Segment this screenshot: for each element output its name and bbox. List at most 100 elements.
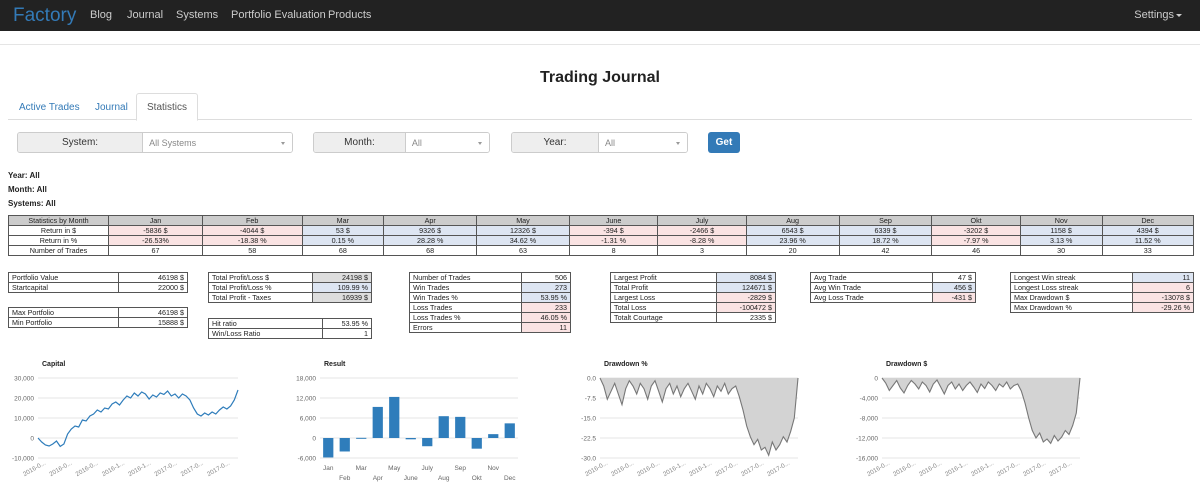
stat-value: 16939 $ [312,292,372,303]
table-header-month: Mar [301,215,385,226]
table-cell: -18.38 % [201,235,303,246]
table-cell: 23.96 % [745,235,840,246]
bar [422,438,433,447]
nav-link-portfolio-evaluation[interactable]: Portfolio Evaluation [231,9,326,21]
month-select-value: All [411,137,422,148]
bar [438,416,449,438]
tab-bar: Active Trades Journal Statistics [8,93,1192,121]
table-row: Total Loss -100472 $ [610,302,776,313]
table-cell: -26.53% [108,235,203,246]
x-tick-label: Okt [472,475,482,482]
stat-value: 53.95 % [322,318,372,329]
system-filter: System: All Systems [17,132,293,153]
stat-label: Loss Trades [409,302,522,313]
y-tick-label: 0.0 [587,376,596,383]
table-header-month: Nov [1019,215,1103,226]
table-header-month: June [568,215,659,226]
table-cell: 34.62 % [476,235,570,246]
stat-value: 2335 $ [716,312,776,323]
table-row: Largest Profit 8084 $ [610,272,776,283]
tab-active-trades[interactable]: Active Trades [19,102,80,113]
stat-value: 46.05 % [521,312,571,323]
y-tick-label: 10,000 [14,416,34,423]
stat-value: -13078 $ [1132,292,1194,303]
table-cell: 6543 $ [745,225,840,236]
table-row: Win/Loss Ratio 1 [208,328,372,339]
stat-value: 53.95 % [521,292,571,303]
stat-value: 24198 $ [312,272,372,283]
stat-value: 11 [1132,272,1194,283]
table-row: Largest Loss -2829 $ [610,292,776,303]
stat-label: Startcapital [8,282,119,293]
nav-link-products[interactable]: Products [328,9,372,21]
table-row: Win Trades % 53.95 % [409,292,571,303]
row-label: Return in $ [8,225,109,236]
y-tick-label: -12,000 [856,436,878,443]
brand-logo[interactable]: Factory [13,5,77,26]
stat-label: Win/Loss Ratio [208,328,323,339]
stat-value: 8084 $ [716,272,776,283]
stats-table-maxmin: Max Portfolio 46198 $ Min Portfolio 15888 $ [8,307,188,328]
caret-down-icon [1176,13,1182,17]
stats-table-portfolio: Portfolio Value 46198 $ Startcapital 22000 … [8,272,188,293]
x-tick-label: 2017-0... [180,460,205,479]
y-tick-label: -4,000 [860,396,879,403]
chart-title: Drawdown $ [886,361,928,368]
table-row: Min Portfolio 15888 $ [8,317,188,328]
stat-label: Errors [409,322,522,333]
nav-link-blog[interactable]: Blog [90,9,113,21]
bar [372,406,383,438]
stat-label: Largest Loss [610,292,717,303]
divider [0,44,1200,45]
chevron-down-icon [478,142,482,145]
table-cell: 9326 $ [383,225,478,236]
x-tick-label: 2016-0... [918,460,943,479]
nav-link-journal[interactable]: Journal [127,9,164,21]
table-row: Return in $ -5836 $ -4044 $53 $9326 $12326… [8,225,1195,236]
table-cell: 1158 $ [1019,225,1103,236]
x-tick-label: Dec [504,475,516,482]
stats-table-avg: Avg Trade 47 $ Avg Win Trade 456 $ Avg Loss … [810,272,976,303]
stat-label: Total Profit/Loss $ [208,272,313,283]
x-tick-label: 2017-0... [206,460,231,479]
y-tick-label: -8,000 [860,416,879,423]
series-line [881,377,1081,445]
table-row: Longest Loss streak 6 [1010,282,1194,293]
area-fill [882,378,1080,444]
table-cell: -7.97 % [931,235,1021,246]
table-cell: 67 [108,245,203,256]
x-tick-label: 2017-0... [1022,460,1047,479]
table-cell: 3.13 % [1019,235,1103,246]
bar [504,423,515,438]
table-row: Loss Trades 233 [409,302,571,313]
stat-value: 46198 $ [118,307,188,318]
month-select[interactable]: All [405,133,489,152]
tab-journal[interactable]: Journal [95,102,128,113]
table-header-label: Statistics by Month [8,215,109,226]
get-button[interactable]: Get [708,132,740,153]
stat-label: Longest Win streak [1010,272,1133,283]
x-tick-label: 2016-0... [75,460,100,479]
tab-statistics[interactable]: Statistics [136,93,199,121]
chart-2: 0.0 -7.5 -15.0 -22.5 -30.0 2016-0... 2016-0...… [581,376,799,479]
x-tick-label: Feb [339,475,351,482]
monthly-stats-table: Statistics by Month Jan Feb Mar Apr May June Ju… [8,215,1195,256]
settings-dropdown[interactable]: Settings [1134,9,1182,21]
x-tick-label: 2016-1... [127,460,152,479]
table-cell: 6339 $ [838,225,933,236]
year-select[interactable]: All [598,133,687,152]
y-tick-label: -10,000 [12,456,34,463]
system-select[interactable]: All Systems [143,133,292,152]
stat-label: Win Trades % [409,292,522,303]
table-row: Loss Trades % 46.05 % [409,312,571,323]
stat-value: 47 $ [932,272,976,283]
table-cell: 20 [745,245,840,256]
nav-link-systems[interactable]: Systems [176,9,219,21]
stat-label: Avg Loss Trade [810,292,933,303]
x-tick-label: 2016-1... [688,460,713,479]
stat-label: Portfolio Value [8,272,119,283]
x-tick-label: 2017-0... [766,460,791,479]
table-cell: -3202 $ [931,225,1021,236]
table-cell: 12326 $ [476,225,570,236]
